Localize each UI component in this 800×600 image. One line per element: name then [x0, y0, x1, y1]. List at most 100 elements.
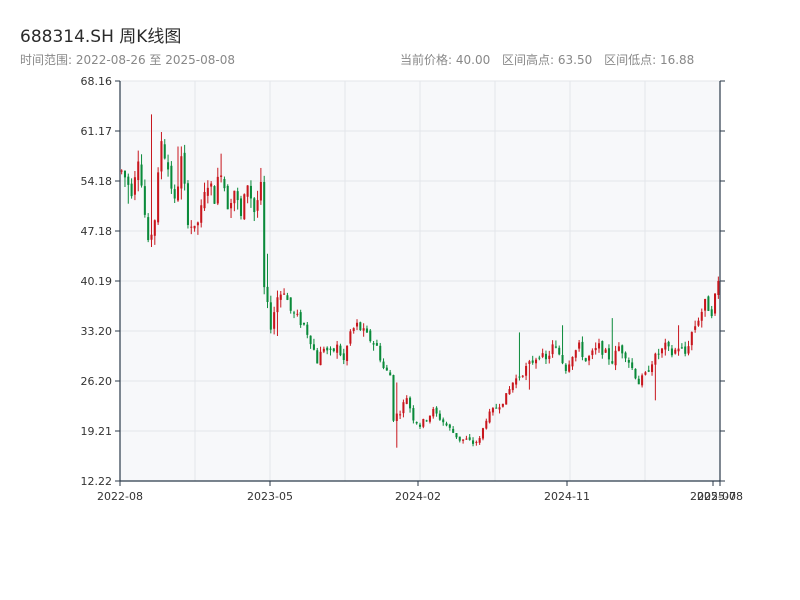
candle-body	[196, 222, 199, 226]
candle-body	[385, 367, 388, 371]
candle-body	[163, 144, 166, 159]
candle-body	[372, 343, 375, 345]
y-tick-label: 47.18	[81, 225, 113, 238]
candle-body	[525, 365, 528, 376]
candle-body	[342, 353, 345, 360]
candle-body	[511, 382, 514, 391]
y-tick-label: 54.18	[81, 175, 113, 188]
candle-body	[468, 437, 471, 440]
candle-body	[302, 323, 306, 325]
candle-body	[389, 372, 392, 376]
candle-body	[551, 344, 554, 355]
y-tick-label: 12.22	[81, 475, 113, 488]
candle-body	[601, 341, 604, 355]
candle-body	[670, 348, 673, 356]
candle-body	[249, 185, 252, 199]
candle-body	[236, 191, 239, 201]
candle-body	[704, 299, 707, 311]
candle-body	[607, 348, 610, 360]
candle-body	[472, 440, 475, 444]
candle-body	[375, 343, 378, 346]
candle-body	[475, 441, 478, 443]
candle-body	[594, 347, 597, 351]
candle-body	[674, 349, 677, 354]
candle-body	[498, 407, 501, 410]
stats-bar: 当前价格: 40.00 区间高点: 63.50 区间低点: 16.88	[400, 51, 702, 68]
axes-layer: 12.22 19.21 26.20 33.20 40.19 47.18 54.18 61.17…	[81, 75, 743, 503]
y-tick-label: 19.21	[81, 425, 113, 438]
candle-body	[664, 342, 667, 350]
candle-body	[448, 424, 451, 428]
candle-body	[153, 220, 156, 236]
candle-body	[518, 376, 521, 378]
candle-body	[346, 345, 349, 362]
current-price-label: 当前价格: 40.00	[400, 53, 491, 67]
candle-body	[521, 375, 524, 377]
candle-body	[256, 200, 259, 211]
candle-body	[491, 408, 494, 413]
y-tick-label: 61.17	[81, 125, 113, 138]
candle-body	[243, 194, 246, 220]
x-tick-label: 2024-02	[395, 490, 441, 503]
candle-body	[130, 183, 133, 197]
candle-body	[299, 312, 302, 326]
chart-title: 688314.SH 周K线图	[20, 27, 182, 47]
grid-layer	[120, 80, 720, 482]
candle-body	[226, 185, 229, 210]
candle-body	[538, 357, 541, 359]
time-range-label: 时间范围: 2022-08-26 至 2025-08-08	[20, 53, 235, 67]
candle-body	[193, 225, 196, 229]
candle-body	[634, 368, 637, 379]
candle-body	[167, 162, 170, 170]
candle-body	[548, 355, 551, 359]
candle-body	[412, 408, 415, 421]
candle-body	[312, 344, 315, 350]
candle-body	[564, 364, 567, 371]
candle-body	[176, 186, 180, 201]
candle-body	[369, 330, 372, 342]
candle-body	[485, 420, 488, 429]
candle-body	[150, 234, 153, 240]
candle-body	[239, 198, 243, 216]
candle-body	[541, 353, 544, 357]
candle-body	[326, 347, 329, 351]
candle-body	[425, 420, 428, 422]
candle-body	[478, 438, 481, 443]
candle-body	[574, 350, 577, 358]
candle-body	[180, 156, 183, 189]
candle-body	[329, 348, 332, 350]
candle-body	[644, 372, 647, 375]
candle-body	[216, 176, 219, 204]
candle-body	[133, 177, 136, 195]
candle-body	[508, 389, 511, 395]
candle-body	[200, 205, 203, 223]
candle-body	[359, 322, 362, 331]
candle-body	[624, 352, 627, 359]
candle-body	[531, 360, 534, 363]
candle-body	[402, 402, 405, 414]
candle-body	[296, 313, 299, 315]
candle-body	[428, 415, 431, 422]
candle-body	[442, 419, 445, 423]
candle-body	[495, 407, 498, 409]
candle-body	[452, 428, 455, 433]
y-tick-label: 33.20	[81, 325, 113, 338]
candle-body	[710, 309, 713, 317]
candle-body	[677, 348, 680, 352]
candle-body	[322, 348, 325, 352]
candle-body	[339, 345, 342, 356]
candle-body	[203, 191, 206, 209]
candle-body	[641, 375, 644, 386]
candle-body	[687, 346, 690, 354]
candle-body	[382, 361, 385, 368]
candle-body	[707, 296, 710, 311]
y-tick-label: 68.16	[81, 75, 113, 88]
candle-body	[233, 190, 236, 204]
candle-body	[528, 361, 531, 364]
candle-body	[286, 295, 289, 300]
candle-body	[147, 217, 150, 241]
x-tick-label: 2025-08	[697, 490, 743, 503]
candle-body	[223, 178, 226, 189]
candle-body	[571, 356, 574, 367]
candle-body	[680, 347, 683, 349]
